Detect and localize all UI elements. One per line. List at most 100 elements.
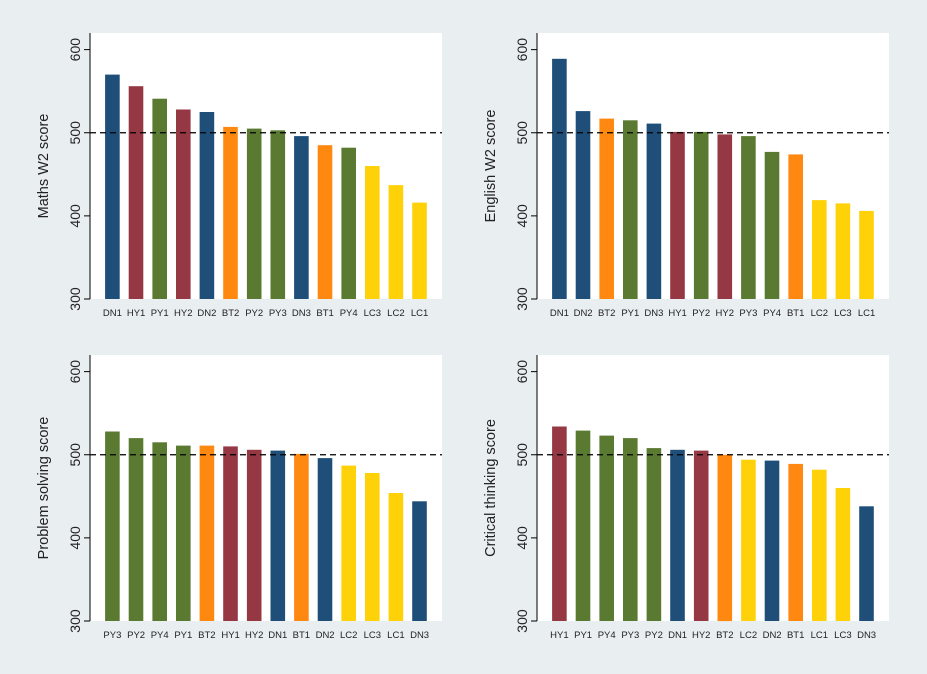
bar-dn3 xyxy=(859,506,874,621)
bar-py1 xyxy=(623,120,638,299)
bar-lc1 xyxy=(812,469,827,621)
bar-dn3 xyxy=(412,501,427,621)
x-tick-label: BT2 xyxy=(598,308,615,319)
x-tick-label: PY2 xyxy=(645,630,663,641)
bar-lc2 xyxy=(341,465,356,621)
x-tick-label: DN1 xyxy=(550,308,569,319)
chart-panel-3: PY3 PY2 PY4 PY1 BT2 HY1 HY2 DN1 BT1 DN2 LC2 LC3 LC1 D… xyxy=(36,355,442,641)
y-tick-label: 300 xyxy=(514,609,530,633)
y-tick-label: 400 xyxy=(67,204,83,228)
bar-py3 xyxy=(741,136,756,299)
bar-dn1 xyxy=(270,450,286,621)
x-tick-label: LC2 xyxy=(387,308,404,319)
x-tick-label: PY1 xyxy=(574,630,592,641)
y-tick-label: 400 xyxy=(514,204,530,228)
x-tick-label: BT2 xyxy=(222,308,239,319)
bar-dn3 xyxy=(294,136,309,299)
bar-dn2 xyxy=(764,460,780,621)
x-tick-label: DN3 xyxy=(410,630,429,641)
y-tick-label: 400 xyxy=(514,526,530,550)
x-tick-label: HY2 xyxy=(174,308,192,319)
x-tick-label: PY2 xyxy=(245,308,263,319)
x-tick-label: PY3 xyxy=(269,308,287,319)
bar-bt2 xyxy=(223,126,238,300)
x-tick-label: HY2 xyxy=(716,308,734,319)
x-tick-label: HY1 xyxy=(668,308,686,319)
bar-lc2 xyxy=(741,459,756,621)
bar-hy2 xyxy=(717,134,733,299)
x-tick-label: PY2 xyxy=(127,630,145,641)
x-tick-label: DN2 xyxy=(197,308,216,319)
x-tick-label: LC1 xyxy=(858,308,875,319)
bar-dn2 xyxy=(575,111,591,299)
y-tick-label: 500 xyxy=(67,443,83,467)
bar-py3 xyxy=(105,431,120,621)
y-tick-label: 500 xyxy=(514,121,530,145)
bar-py1 xyxy=(152,98,167,299)
bar-py2 xyxy=(128,438,144,621)
y-tick-label: 600 xyxy=(514,38,530,62)
x-tick-label: PY4 xyxy=(598,630,616,641)
x-tick-label: LC3 xyxy=(834,630,851,641)
x-tick-label: DN3 xyxy=(857,630,876,641)
bar-py3 xyxy=(623,438,638,621)
x-tick-label: PY1 xyxy=(151,308,169,319)
x-tick-label: PY4 xyxy=(340,308,358,319)
x-tick-label: DN3 xyxy=(644,308,663,319)
bar-bt1 xyxy=(788,463,803,621)
x-tick-label: DN3 xyxy=(292,308,311,319)
x-tick-label: HY1 xyxy=(550,630,568,641)
x-tick-label: PY1 xyxy=(621,308,639,319)
y-axis-title: English W2 score xyxy=(483,110,499,223)
x-tick-label: LC2 xyxy=(340,630,357,641)
x-tick-label: BT2 xyxy=(716,630,733,641)
x-tick-label: DN2 xyxy=(574,308,593,319)
bar-lc1 xyxy=(412,202,427,299)
bar-lc2 xyxy=(812,200,827,299)
y-tick-label: 600 xyxy=(514,360,530,384)
plot-area xyxy=(90,33,442,299)
y-tick-label: 300 xyxy=(67,287,83,311)
x-tick-label: LC1 xyxy=(411,308,428,319)
bar-dn1 xyxy=(670,449,685,621)
bar-py4 xyxy=(599,435,614,621)
bar-py4 xyxy=(764,151,780,299)
bar-lc1 xyxy=(388,493,404,621)
x-tick-label: HY2 xyxy=(245,630,263,641)
bar-hy1 xyxy=(552,426,567,621)
x-tick-label: BT1 xyxy=(787,630,804,641)
y-tick-label: 500 xyxy=(67,121,83,145)
x-tick-label: HY2 xyxy=(692,630,710,641)
y-axis-title: Maths W2 score xyxy=(36,114,52,219)
bar-py3 xyxy=(270,130,286,299)
chart-panel-4: HY1 PY1 PY4 PY3 PY2 DN1 HY2 BT2 LC2 DN2 BT1 LC1 LC3 D… xyxy=(483,355,889,641)
x-tick-label: BT2 xyxy=(198,630,215,641)
plot-area xyxy=(537,355,889,621)
bar-hy2 xyxy=(693,450,709,621)
x-tick-label: DN1 xyxy=(103,308,122,319)
x-tick-label: PY4 xyxy=(763,308,781,319)
x-tick-label: DN1 xyxy=(668,630,687,641)
plot-area xyxy=(90,355,442,621)
x-tick-label: PY2 xyxy=(692,308,710,319)
x-tick-label: LC3 xyxy=(364,308,381,319)
x-tick-label: PY3 xyxy=(103,630,121,641)
y-tick-label: 300 xyxy=(514,287,530,311)
y-tick-label: 500 xyxy=(514,443,530,467)
x-tick-label: LC1 xyxy=(387,630,404,641)
bar-lc2 xyxy=(388,185,404,299)
y-tick-label: 300 xyxy=(67,609,83,633)
bar-hy1 xyxy=(223,446,238,621)
x-tick-label: LC1 xyxy=(811,630,828,641)
y-tick-label: 400 xyxy=(67,526,83,550)
x-tick-label: PY3 xyxy=(621,630,639,641)
y-axis-title: Critical thinking score xyxy=(483,419,499,557)
y-tick-label: 600 xyxy=(67,360,83,384)
bar-dn2 xyxy=(317,458,333,621)
bar-bt1 xyxy=(294,453,309,621)
x-tick-label: DN1 xyxy=(268,630,287,641)
bar-dn2 xyxy=(199,112,215,299)
bar-bt1 xyxy=(317,145,333,299)
x-tick-label: LC2 xyxy=(811,308,828,319)
